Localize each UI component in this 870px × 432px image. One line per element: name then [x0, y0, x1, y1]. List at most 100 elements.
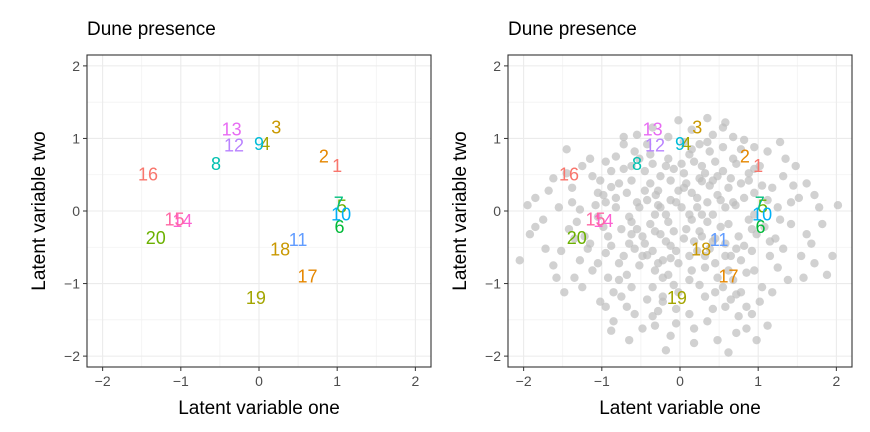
cloud-point	[632, 130, 642, 140]
cloud-point	[703, 217, 712, 227]
cloud-point	[697, 161, 707, 171]
cloud-point	[689, 324, 699, 333]
point-label-14: 14	[172, 211, 192, 231]
cloud-point	[664, 270, 673, 280]
cloud-point	[810, 190, 819, 200]
cloud-point	[705, 244, 714, 253]
cloud-point	[562, 169, 571, 178]
cloud-point	[687, 125, 696, 134]
point-label-14: 14	[593, 211, 613, 231]
cloud-point	[585, 154, 595, 163]
y-tick-label: 0	[493, 203, 501, 219]
y-tick-label: −2	[485, 348, 501, 364]
cloud-point	[575, 256, 585, 265]
cloud-point	[661, 161, 671, 171]
cloud-point	[674, 116, 683, 125]
x-tick-label: −2	[95, 373, 111, 389]
cloud-point	[646, 219, 655, 229]
cloud-point	[786, 219, 796, 229]
cloud-point	[736, 288, 746, 297]
cloud-point	[593, 259, 603, 268]
cloud-point	[794, 193, 804, 203]
cloud-point	[760, 222, 769, 232]
y-tick-label: 1	[72, 130, 80, 146]
cloud-point	[671, 246, 681, 256]
x-tick-label: 2	[832, 373, 840, 389]
cloud-point	[818, 219, 827, 229]
cloud-point	[689, 237, 699, 246]
cloud-point	[697, 210, 707, 219]
cloud-point	[703, 317, 712, 326]
cloud-point	[570, 234, 579, 243]
x-tick-label: 2	[411, 373, 419, 389]
point-label-9: 9	[254, 134, 264, 154]
cloud-point	[671, 304, 681, 314]
cloud-point	[736, 179, 746, 188]
y-tick-label: −1	[64, 276, 80, 292]
cloud-point	[700, 169, 710, 178]
cloud-point	[601, 157, 610, 166]
cloud-point	[757, 282, 767, 292]
cloud-point	[614, 259, 624, 268]
x-tick-label: −1	[173, 373, 189, 389]
cloud-point	[638, 251, 647, 261]
cloud-point	[721, 251, 730, 261]
cloud-point	[525, 230, 535, 239]
cloud-point	[726, 295, 736, 304]
cloud-point	[765, 251, 775, 261]
x-tick-label: 0	[255, 373, 263, 389]
cloud-point	[564, 224, 574, 234]
cloud-point	[687, 145, 696, 154]
cloud-point	[593, 212, 603, 222]
point-label-1: 1	[753, 156, 763, 176]
cloud-point	[635, 261, 644, 270]
cloud-point	[828, 251, 837, 261]
cloud-point	[750, 266, 759, 275]
cloud-point	[718, 142, 728, 152]
cloud-point	[664, 154, 673, 163]
cloud-point	[786, 198, 796, 207]
cloud-point	[619, 132, 628, 142]
point-label-8: 8	[632, 154, 642, 174]
cloud-point	[677, 159, 686, 169]
cloud-point	[640, 186, 650, 195]
cloud-point	[703, 198, 712, 207]
cloud-point	[710, 157, 720, 166]
cloud-point	[713, 273, 722, 282]
cloud-point	[721, 302, 730, 311]
cloud-point	[716, 222, 725, 232]
y-tick-label: 1	[493, 130, 501, 146]
cloud-point	[648, 159, 657, 169]
cloud-point	[650, 321, 660, 330]
cloud-point	[666, 253, 675, 263]
cloud-point	[755, 297, 764, 306]
cloud-point	[661, 346, 671, 355]
cloud-point	[802, 230, 811, 239]
point-label-7: 7	[334, 194, 344, 214]
cloud-point	[739, 241, 749, 251]
cloud-point	[732, 244, 741, 253]
cloud-point	[685, 251, 694, 261]
cloud-point	[750, 210, 759, 219]
cloud-point	[627, 176, 636, 185]
y-tick-label: −1	[485, 276, 501, 292]
y-tick-label: −2	[64, 348, 80, 364]
cloud-point	[732, 328, 741, 338]
cloud-point	[799, 273, 808, 282]
x-tick-label: 1	[754, 373, 762, 389]
point-label-17: 17	[297, 266, 317, 286]
cloud-point	[562, 145, 571, 154]
cloud-point	[734, 232, 743, 241]
cloud-point	[646, 179, 655, 188]
cloud-point	[541, 244, 550, 253]
cloud-point	[669, 280, 678, 290]
cloud-point	[736, 145, 746, 154]
cloud-point	[708, 130, 718, 140]
cloud-point	[614, 275, 624, 285]
point-label-6: 6	[756, 217, 766, 237]
cloud-point	[752, 230, 761, 239]
cloud-point	[802, 179, 811, 188]
cloud-point	[739, 135, 749, 145]
cloud-point	[677, 203, 686, 212]
cloud-point	[728, 198, 738, 207]
